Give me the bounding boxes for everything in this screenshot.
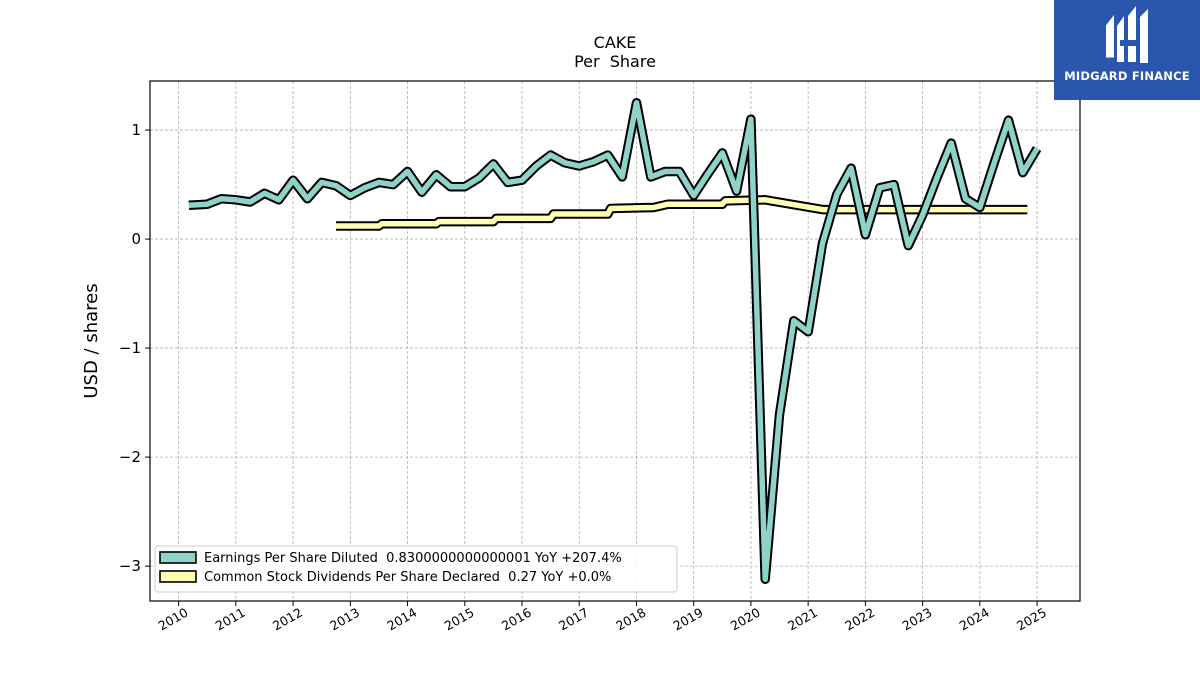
legend-swatch xyxy=(159,570,197,583)
legend-swatch xyxy=(159,551,197,564)
y-axis: −3 −2 −1 0 1 xyxy=(119,121,150,575)
x-tick-label: 2022 xyxy=(842,605,877,634)
x-tick-label: 2016 xyxy=(499,605,534,634)
x-tick-label: 2011 xyxy=(213,605,248,634)
x-tick-label: 2025 xyxy=(1014,605,1049,634)
x-axis: 2010 2011 2012 2013 2014 2015 2016 2017 2018 2019… xyxy=(155,601,1049,634)
legend-box xyxy=(154,545,678,593)
x-tick-label: 2014 xyxy=(384,605,419,634)
x-tick-label: 2019 xyxy=(671,605,706,634)
brand-logo: MIDGARD FINANCE xyxy=(1054,0,1200,100)
series-dividends-line xyxy=(336,197,1028,229)
chart-subtitle: Per Share xyxy=(574,52,656,71)
series-layer xyxy=(188,98,1042,584)
x-tick-label: 2018 xyxy=(613,605,648,634)
brand-name: MIDGARD FINANCE xyxy=(1064,69,1190,83)
x-tick-label: 2012 xyxy=(270,605,305,634)
logo-mark-icon xyxy=(1106,6,1148,63)
chart-title: CAKE xyxy=(594,33,637,52)
x-tick-label: 2020 xyxy=(728,605,763,634)
x-tick-label: 2015 xyxy=(442,605,477,634)
series-eps-outline xyxy=(188,98,1042,584)
plot-frame xyxy=(149,80,1081,602)
y-axis-label: USD / shares xyxy=(81,283,102,398)
legend-label: Common Stock Dividends Per Share Declare… xyxy=(204,570,611,585)
y-tick-label: 0 xyxy=(131,230,141,248)
legend: Earnings Per Share Diluted 0.83000000000… xyxy=(154,545,678,593)
x-tick-label: 2021 xyxy=(785,605,820,634)
y-tick-label: 1 xyxy=(131,121,141,139)
y-tick-label: −3 xyxy=(119,557,141,575)
x-tick-label: 2010 xyxy=(155,605,190,634)
x-tick-label: 2024 xyxy=(957,605,992,634)
legend-label: Earnings Per Share Diluted 0.83000000000… xyxy=(204,551,622,566)
y-tick-label: −1 xyxy=(119,339,141,357)
series-eps-line xyxy=(188,100,1040,582)
y-tick-label: −2 xyxy=(119,448,141,466)
x-tick-label: 2023 xyxy=(899,605,934,634)
x-tick-label: 2013 xyxy=(327,605,362,634)
x-tick-label: 2017 xyxy=(556,605,591,634)
